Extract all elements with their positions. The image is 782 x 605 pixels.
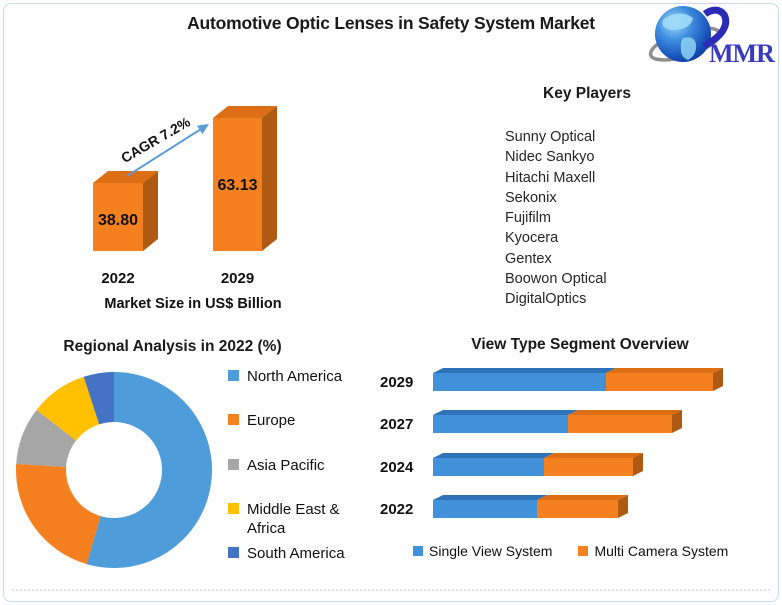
bar-value-2029: 63.13 (217, 177, 258, 194)
legend-item: Asia Pacific (228, 456, 352, 500)
legend-item: Single View System (413, 543, 552, 559)
hbar-blue-top (433, 368, 616, 373)
hbar-orange-top (568, 410, 682, 415)
donut-slice-north-america (86, 372, 212, 568)
hbar-multi-camera-segment (537, 500, 618, 518)
legend-item: Middle East & Africa (228, 500, 352, 544)
legend-item: Multi Camera System (578, 543, 728, 559)
page-title: Automotive Optic Lenses in Safety System… (187, 13, 595, 33)
column-front-face (93, 182, 143, 251)
legend-label: Single View System (429, 543, 553, 559)
bar-category-2029: 2029 (220, 270, 255, 287)
donut-slice-south-america (83, 372, 114, 425)
legend-swatch-icon (228, 458, 239, 470)
mmr-logo: MMR (648, 6, 776, 68)
hbar-single-view-segment (433, 458, 544, 476)
hbar-orange-side (618, 495, 628, 518)
bottom-divider-line (12, 589, 770, 591)
legend-label: Multi Camera System (594, 543, 729, 559)
year-label: 2024 (380, 459, 414, 476)
key-players-title: Key Players (543, 85, 631, 102)
logo-text: MMR (709, 39, 775, 68)
hbar-orange-top (544, 453, 643, 458)
column-front-face (213, 117, 262, 251)
hbar-multi-camera-segment (568, 415, 672, 433)
legend-item: South America (228, 544, 352, 588)
key-player-item: Fujifilm (505, 210, 551, 227)
logo-two-swoosh-icon (702, 6, 730, 50)
legend-label: North America (247, 368, 343, 385)
regional-legend: North America Europe Asia Pacific Middle Ea… (228, 367, 352, 588)
bar-category-2022: 2022 (101, 270, 135, 287)
donut-slice-middle-east-africa (36, 376, 100, 441)
hbar-single-view-segment (433, 415, 568, 433)
hbar-orange-side (633, 453, 643, 476)
column-side-face (143, 170, 158, 251)
hbar-single-view-segment (433, 373, 606, 391)
legend-swatch-icon (228, 547, 239, 559)
legend-swatch-icon (578, 546, 589, 556)
legend-swatch-icon (228, 370, 239, 381)
view-type-title: View Type Segment Overview (471, 336, 689, 353)
key-player-item: Kyocera (505, 230, 559, 247)
hbar-orange-side (713, 368, 723, 391)
hbar-blue-top (433, 410, 578, 415)
donut-slice-asia-pacific (16, 409, 77, 467)
key-player-item: Hitachi Maxell (505, 169, 596, 186)
cagr-arrow-head (197, 124, 209, 135)
key-players-list: Sunny Optical Nidec Sankyo Hitachi Maxell S… (505, 127, 607, 310)
legend-label: Middle East & Africa (247, 500, 340, 537)
legend-label: Europe (247, 412, 296, 430)
legend-label: South America (247, 545, 345, 563)
legend-swatch-icon (413, 546, 423, 556)
globe-continent-south (680, 37, 697, 60)
year-label: 2027 (380, 416, 414, 433)
year-label: 2022 (380, 501, 414, 518)
bar-value-2022: 38.80 (97, 212, 139, 229)
year-label: 2029 (380, 374, 414, 391)
column-side-face (262, 105, 277, 251)
column-top-face (93, 170, 158, 183)
hbar-single-view-segment (433, 500, 537, 518)
globe-continent-north (662, 13, 693, 30)
hbar-multi-camera-segment (544, 458, 633, 476)
key-player-item: Gentex (505, 250, 552, 267)
view-type-legend: Single View System Multi Camera System (413, 543, 728, 559)
hbar-orange-side (672, 410, 682, 433)
key-player-item: Nidec Sankyo (505, 149, 595, 166)
legend-label: Asia Pacific (247, 456, 325, 474)
hbar-orange-top (537, 495, 628, 500)
key-player-item: Boowon Optical (505, 271, 607, 288)
regional-analysis-title: Regional Analysis in 2022 (%) (63, 338, 282, 355)
hbar-orange-top (606, 368, 723, 373)
legend-swatch-icon (228, 502, 239, 514)
legend-swatch-icon (228, 414, 239, 426)
key-player-item: DigitalOptics (505, 291, 587, 308)
legend-item: North America (228, 367, 352, 411)
hbar-blue-top (433, 495, 547, 500)
hbar-blue-top (433, 453, 554, 458)
legend-item: Europe (228, 411, 352, 455)
cagr-arrow-line (126, 126, 205, 177)
donut-slice-europe (15, 463, 101, 565)
market-size-caption: Market Size in US$ Billion (104, 296, 282, 312)
key-player-item: Sunny Optical (505, 129, 596, 145)
hbar-multi-camera-segment (606, 373, 713, 391)
column-top-face (213, 105, 277, 118)
key-player-item: Sekonix (505, 189, 557, 206)
